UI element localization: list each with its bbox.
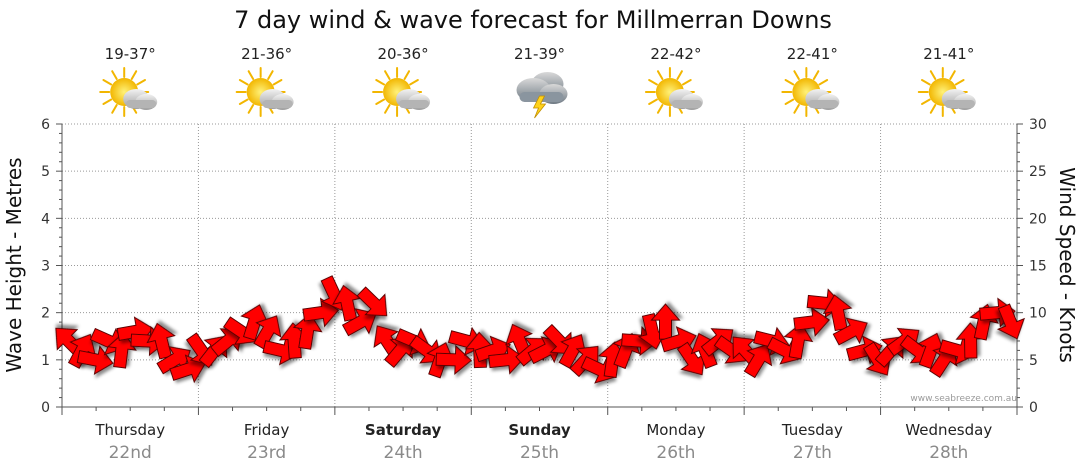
sun-cloud-icon [781, 67, 840, 117]
sun-cloud-icon [644, 67, 703, 117]
y-right-tick-label: 25 [1029, 164, 1047, 180]
day-name-label: Saturday [365, 421, 442, 439]
day-name-label: Tuesday [781, 421, 843, 439]
x-axis-labels: Thursday 22nd Friday 23rd Saturday 24th Sunday… [94, 421, 992, 463]
y-right-tick-label: 0 [1029, 400, 1038, 416]
wind-arrow [341, 308, 377, 337]
y-right-tick-label: 15 [1029, 259, 1047, 275]
y-left-tick-label: 4 [41, 211, 50, 227]
wind-arrow [169, 354, 206, 384]
day-name-label: Thursday [94, 421, 165, 439]
day-date-label: 23rd [247, 443, 286, 463]
wind-arrow [146, 322, 176, 360]
sun-cloud-icon [372, 67, 431, 117]
y-left-tick-label: 0 [41, 400, 50, 416]
wind-arrow [542, 323, 573, 355]
wind-arrow [793, 306, 831, 337]
y-right-tick-label: 30 [1029, 117, 1047, 133]
wind-arrow [676, 341, 706, 376]
temperature-range: 22-41° [787, 45, 838, 63]
wind-arrows [55, 275, 1025, 384]
temperature-range: 19-37° [105, 45, 156, 63]
wind-arrow [832, 317, 868, 346]
y-left-axis-title: Wave Height - Metres [2, 157, 26, 372]
temperature-range: 21-41° [923, 45, 974, 63]
wind-arrow [650, 303, 681, 340]
wind-arrow [558, 333, 587, 369]
chart-title: 7 day wind & wave forecast for Millmerra… [234, 6, 832, 34]
wind-arrow [996, 303, 1025, 340]
day-date-label: 24th [384, 443, 423, 463]
day-name-label: Friday [244, 421, 290, 439]
day-name-label: Monday [646, 421, 705, 439]
temperature-range: 21-36° [241, 45, 292, 63]
y-right-tick-label: 5 [1029, 353, 1038, 369]
day-name-label: Wednesday [905, 421, 992, 439]
y-left-tick-label: 5 [41, 164, 50, 180]
y-right-axis-title: Wind Speed - Knots [1055, 167, 1079, 363]
wind-arrow [302, 297, 340, 328]
chart-axes: 0 1 2 3 4 5 6 0 5 10 15 20 25 30 [41, 117, 1047, 416]
sun-cloud-icon [917, 67, 976, 117]
wind-arrow [292, 312, 323, 350]
wind-arrow [488, 344, 525, 375]
wind-arrow [435, 344, 473, 375]
wind-arrow [332, 284, 362, 322]
wind-arrow [76, 345, 114, 375]
sun-cloud-icon [99, 67, 158, 117]
y-right-tick-label: 10 [1029, 306, 1047, 322]
wind-arrow [106, 331, 137, 369]
forecast-header: 19-37° 21-36° 20-36° 21-39° 22-42° 22-41° 21-4… [99, 45, 976, 119]
wind-arrow [822, 294, 853, 332]
credit-text: www.seabreeze.com.au [910, 394, 1017, 404]
day-date-label: 27th [793, 443, 832, 463]
day-date-label: 22nd [109, 443, 152, 463]
y-right-tick-label: 20 [1029, 211, 1047, 227]
wind-arrow [408, 334, 442, 364]
y-left-tick-label: 3 [41, 259, 50, 275]
wind-arrow [240, 304, 270, 341]
day-date-label: 28th [929, 443, 968, 463]
wind-arrow [743, 343, 773, 379]
wind-arrow [917, 332, 946, 370]
temperature-range: 21-39° [514, 45, 565, 63]
day-date-label: 25th [520, 443, 559, 463]
wind-arrow [783, 322, 814, 360]
temperature-range: 20-36° [378, 45, 429, 63]
sun-cloud-icon [235, 67, 294, 117]
y-left-tick-label: 1 [41, 353, 50, 369]
y-left-tick-label: 2 [41, 306, 50, 322]
y-left-tick-label: 6 [41, 117, 50, 133]
day-name-label: Sunday [508, 421, 571, 439]
thunderstorm-icon [516, 72, 568, 119]
day-date-label: 26th [656, 443, 695, 463]
temperature-range: 22-42° [650, 45, 701, 63]
wind-arrow [356, 286, 388, 317]
